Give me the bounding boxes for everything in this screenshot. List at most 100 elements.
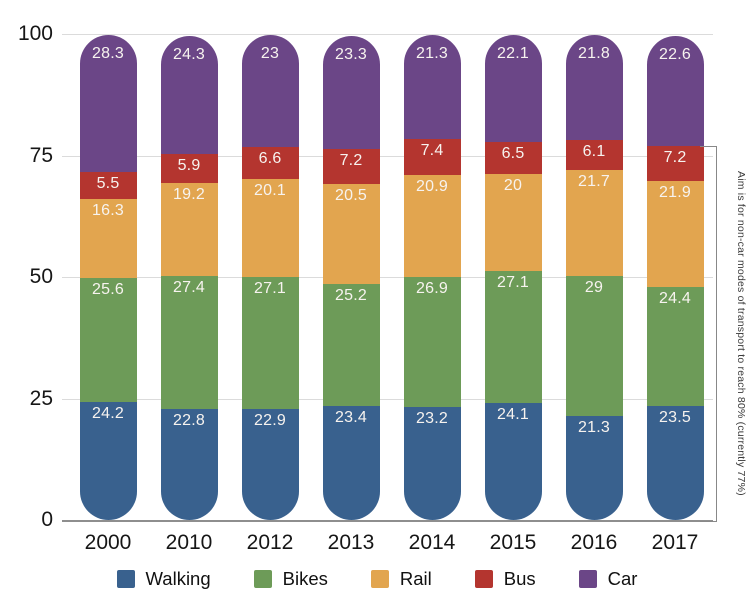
segment-value-label: 21.8 (578, 44, 610, 62)
segment-bikes-2013: 25.2 (322, 283, 380, 407)
bar-2017: 22.6 7.2 21.9 24.4 23.5 (646, 35, 704, 520)
segment-value-label: 21.3 (578, 419, 610, 437)
gridline-50 (62, 277, 713, 278)
segment-value-label: 22.9 (254, 411, 286, 429)
segment-bikes-2012: 27.1 (241, 276, 299, 409)
segment-bus-2015: 6.5 (484, 142, 542, 174)
segment-value-label: 19.2 (173, 185, 205, 203)
segment-value-label: 27.4 (173, 279, 205, 297)
segment-value-label: 23.2 (416, 410, 448, 428)
bar-2013: 23.3 7.2 20.5 25.2 23.4 (322, 35, 380, 520)
segment-car-2017: 22.6 (646, 35, 704, 146)
segment-rail-2012: 20.1 (241, 179, 299, 277)
segment-value-label: 24.4 (659, 290, 691, 308)
segment-value-label: 24.3 (173, 45, 205, 63)
segment-car-2015: 22.1 (484, 34, 542, 143)
segment-value-label: 23 (260, 45, 280, 63)
segment-walking-2015: 24.1 (484, 402, 542, 520)
segment-value-label: 21.9 (659, 183, 691, 201)
segment-car-2016: 21.8 (565, 34, 623, 141)
segment-bikes-2016: 29 (565, 275, 623, 417)
segment-value-label: 23.4 (335, 409, 367, 427)
legend-swatch-car (578, 570, 597, 588)
segment-value-label: 27.1 (497, 274, 529, 292)
segment-bikes-2015: 27.1 (484, 271, 542, 403)
segment-value-label: 29 (584, 278, 604, 296)
segment-rail-2015: 20 (484, 173, 542, 272)
x-tick-label-2014: 2014 (408, 531, 456, 554)
x-tick-label-2017: 2017 (651, 531, 699, 554)
segment-rail-2016: 21.7 (565, 170, 623, 276)
legend-item-bus: Bus (474, 568, 536, 589)
segment-value-label: 7.2 (663, 148, 687, 166)
segment-bus-2000: 5.5 (79, 172, 137, 199)
x-tick-label-2015: 2015 (489, 531, 537, 554)
segment-bus-2010: 5.9 (160, 154, 218, 183)
segment-value-label: 24.2 (92, 405, 124, 423)
x-tick-label-2013: 2013 (327, 531, 375, 554)
x-tick-label-2012: 2012 (246, 531, 294, 554)
segment-value-label: 25.2 (335, 286, 367, 304)
segment-car-2000: 28.3 (79, 34, 137, 173)
x-axis-line (62, 520, 713, 522)
plot-area: 28.3 5.5 16.3 25.6 24.2 24.3 5.9 19.2 27.4 22.8 23… (62, 34, 713, 522)
segment-car-2010: 24.3 (160, 35, 218, 155)
segment-value-label: 5.9 (177, 157, 201, 175)
segment-bus-2016: 6.1 (565, 140, 623, 171)
gridline-100 (62, 34, 713, 35)
x-tick-label-2010: 2010 (165, 531, 213, 554)
segment-rail-2000: 16.3 (79, 198, 137, 278)
segment-bus-2017: 7.2 (646, 145, 704, 181)
legend-swatch-rail (370, 570, 389, 588)
segment-value-label: 25.6 (92, 280, 124, 298)
segment-value-label: 7.4 (420, 141, 444, 159)
legend-label: Bus (503, 568, 536, 589)
segment-value-label: 24.1 (497, 405, 529, 423)
segment-car-2013: 23.3 (322, 35, 380, 150)
bar-2012: 23 6.6 20.1 27.1 22.9 (241, 35, 299, 520)
segment-value-label: 28.3 (92, 44, 124, 62)
segment-car-2012: 23 (241, 35, 299, 148)
segment-walking-2017: 23.5 (646, 405, 704, 520)
segment-bikes-2000: 25.6 (79, 277, 137, 403)
segment-walking-2014: 23.2 (403, 407, 461, 520)
segment-value-label: 6.5 (501, 145, 525, 163)
segment-bus-2012: 6.6 (241, 147, 299, 180)
segment-value-label: 22.8 (173, 412, 205, 430)
segment-walking-2000: 24.2 (79, 402, 137, 520)
annotation-bracket (700, 145, 717, 522)
segment-bus-2013: 7.2 (322, 149, 380, 185)
legend-item-bikes: Bikes (253, 568, 328, 589)
x-tick-label-2000: 2000 (84, 531, 132, 554)
segment-rail-2010: 19.2 (160, 182, 218, 277)
legend-label: Bikes (282, 568, 328, 589)
segment-value-label: 27.1 (254, 279, 286, 297)
segment-value-label: 22.6 (659, 45, 691, 63)
segment-value-label: 5.5 (96, 175, 120, 193)
segment-walking-2013: 23.4 (322, 406, 380, 520)
segment-value-label: 6.6 (258, 150, 282, 168)
bar-2015: 22.1 6.5 20 27.1 24.1 (484, 34, 542, 520)
segment-value-label: 23.5 (659, 408, 691, 426)
segment-bikes-2014: 26.9 (403, 276, 461, 408)
segment-value-label: 20.9 (416, 177, 448, 195)
segment-value-label: 23.3 (335, 45, 367, 63)
legend-label: Walking (145, 568, 211, 589)
segment-walking-2016: 21.3 (565, 416, 623, 520)
segment-value-label: 20 (503, 176, 523, 194)
segment-value-label: 22.1 (497, 44, 529, 62)
legend-swatch-bus (474, 570, 493, 588)
segment-bikes-2017: 24.4 (646, 287, 704, 406)
legend-item-car: Car (578, 569, 637, 589)
y-tick-label-25: 25 (29, 386, 53, 410)
segment-walking-2012: 22.9 (241, 408, 299, 520)
segment-value-label: 7.2 (339, 152, 363, 170)
legend: Walking Bikes Rail Bus Car (0, 568, 754, 590)
segment-bus-2014: 7.4 (403, 138, 461, 175)
segment-value-label: 20.5 (335, 187, 367, 205)
segment-walking-2010: 22.8 (160, 409, 218, 520)
segment-value-label: 6.1 (582, 143, 606, 161)
annotation-text: Aim is for non-car modes of transport to… (735, 171, 747, 497)
segment-rail-2014: 20.9 (403, 174, 461, 277)
